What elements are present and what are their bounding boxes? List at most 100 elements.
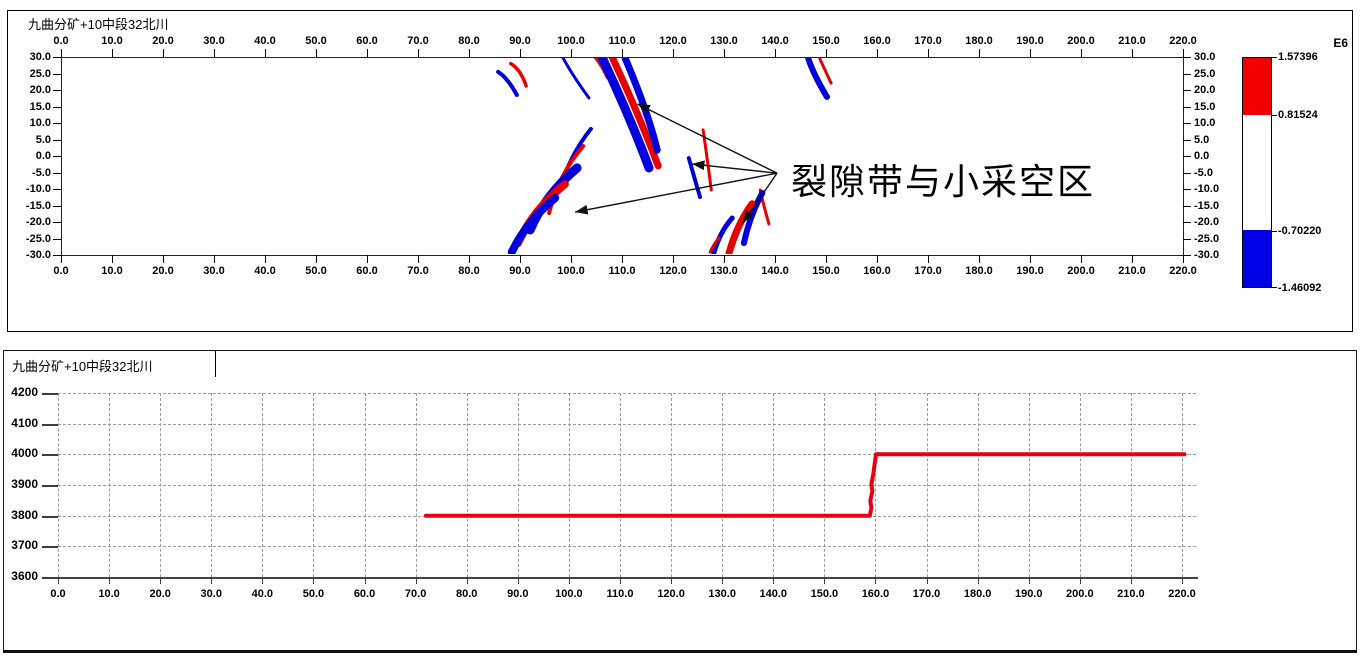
colorbar-tick — [1272, 230, 1277, 232]
x-tick — [418, 255, 419, 263]
grid-line-horizontal — [58, 454, 1196, 456]
x-tick — [826, 255, 827, 263]
y-tick-label: 5.0 — [1194, 133, 1210, 146]
x-tick-label: 30.0 — [203, 265, 225, 277]
x-tick-label: 120.0 — [657, 588, 685, 600]
x-tick — [1081, 255, 1082, 263]
y-tick-label: 4000 — [11, 446, 38, 461]
x-tick-label: 30.0 — [203, 35, 225, 47]
x-tick — [313, 577, 315, 584]
x-tick-label: 20.0 — [149, 588, 171, 600]
x-tick-label: 60.0 — [353, 588, 376, 600]
x-tick — [1079, 577, 1081, 584]
x-tick-label: 130.0 — [708, 588, 736, 600]
x-tick-label: 10.0 — [101, 35, 123, 47]
y-tick — [1183, 57, 1191, 58]
x-tick-label: 110.0 — [608, 265, 636, 277]
x-tick-label: 100.0 — [557, 35, 585, 47]
colorbar-tick-label: -1.46092 — [1278, 282, 1322, 294]
y-tick-label: 20.0 — [29, 84, 51, 96]
y-tick-label: 3800 — [11, 507, 38, 522]
x-tick-label: 130.0 — [710, 265, 738, 277]
x-tick — [1130, 577, 1132, 584]
x-tick-label: 50.0 — [302, 588, 325, 600]
colorbar-tick — [1272, 287, 1277, 288]
x-tick — [316, 255, 317, 263]
colorbar-unit-label: E6 — [1333, 36, 1348, 50]
x-tick-label: 160.0 — [861, 588, 890, 600]
y-tick — [53, 255, 61, 256]
y-tick — [1183, 156, 1191, 157]
x-tick-label: 80.0 — [458, 265, 480, 277]
y-tick-label: 15.0 — [29, 100, 51, 113]
x-tick-label: 80.0 — [456, 588, 478, 600]
x-tick — [112, 255, 113, 263]
x-tick-label: 90.0 — [509, 35, 531, 47]
colorbar-tick — [1272, 114, 1277, 116]
x-tick — [571, 255, 572, 263]
x-tick-label: 150.0 — [812, 35, 840, 47]
y-tick-label: -15.0 — [1194, 199, 1220, 212]
x-tick — [160, 577, 162, 584]
x-tick — [620, 577, 621, 584]
y-tick — [53, 156, 61, 157]
grid-line-horizontal — [58, 423, 1196, 425]
y-tick-label: -30.0 — [25, 249, 51, 261]
x-tick — [61, 255, 62, 263]
y-tick — [1183, 73, 1191, 75]
y-tick — [53, 189, 61, 190]
y-tick — [1183, 255, 1191, 256]
y-tick — [53, 123, 61, 124]
colorbar-tick-label: 0.81524 — [1278, 108, 1318, 121]
x-tick — [316, 49, 317, 57]
x-tick — [520, 255, 521, 263]
x-tick-label: 120.0 — [659, 265, 687, 277]
y-tick-label: -25.0 — [25, 232, 51, 245]
x-tick — [773, 577, 775, 584]
colorbar-tick-label: -0.70220 — [1278, 224, 1322, 237]
x-tick — [214, 49, 215, 57]
x-tick — [265, 49, 266, 57]
x-tick — [415, 577, 417, 584]
x-tick-label: 20.0 — [152, 35, 174, 47]
y-tick — [42, 515, 58, 518]
x-tick — [673, 255, 674, 263]
y-tick — [53, 139, 61, 141]
y-tick — [53, 222, 61, 223]
x-tick — [775, 49, 776, 57]
colorbar — [1242, 57, 1272, 288]
x-tick — [877, 49, 878, 57]
x-tick — [517, 577, 519, 584]
x-tick-label: 190.0 — [1016, 35, 1044, 47]
x-tick — [466, 577, 468, 584]
x-tick — [824, 577, 826, 584]
x-tick-label: 210.0 — [1117, 588, 1145, 600]
y-tick-label: -10.0 — [25, 183, 51, 195]
x-tick — [61, 49, 62, 57]
colorbar-tick — [1272, 57, 1277, 58]
x-tick — [568, 577, 570, 584]
x-tick — [1182, 577, 1183, 584]
x-tick — [826, 49, 827, 57]
colorbar-segment — [1243, 58, 1271, 116]
y-tick-label: -25.0 — [1194, 232, 1220, 245]
x-tick — [671, 577, 673, 584]
y-tick — [42, 577, 58, 579]
y-tick — [53, 90, 61, 91]
x-tick-label: 120.0 — [659, 35, 687, 47]
x-tick — [673, 49, 674, 57]
y-tick-label: 20.0 — [1194, 84, 1216, 96]
x-tick-label: 190.0 — [1014, 588, 1043, 600]
x-tick-label: 210.0 — [1118, 265, 1146, 277]
x-tick — [622, 49, 623, 57]
y-tick-label: -5.0 — [1194, 166, 1213, 179]
x-tick-label: 90.0 — [509, 265, 531, 277]
top-chart-title: 九曲分矿+10中段32北川 — [28, 17, 169, 32]
x-tick — [214, 255, 215, 263]
x-tick-label: 110.0 — [606, 588, 634, 600]
y-tick — [53, 205, 61, 207]
y-tick-label: -5.0 — [32, 166, 51, 179]
x-tick — [520, 49, 521, 57]
x-tick-label: 60.0 — [356, 35, 378, 47]
y-tick-label: 4100 — [11, 415, 38, 430]
